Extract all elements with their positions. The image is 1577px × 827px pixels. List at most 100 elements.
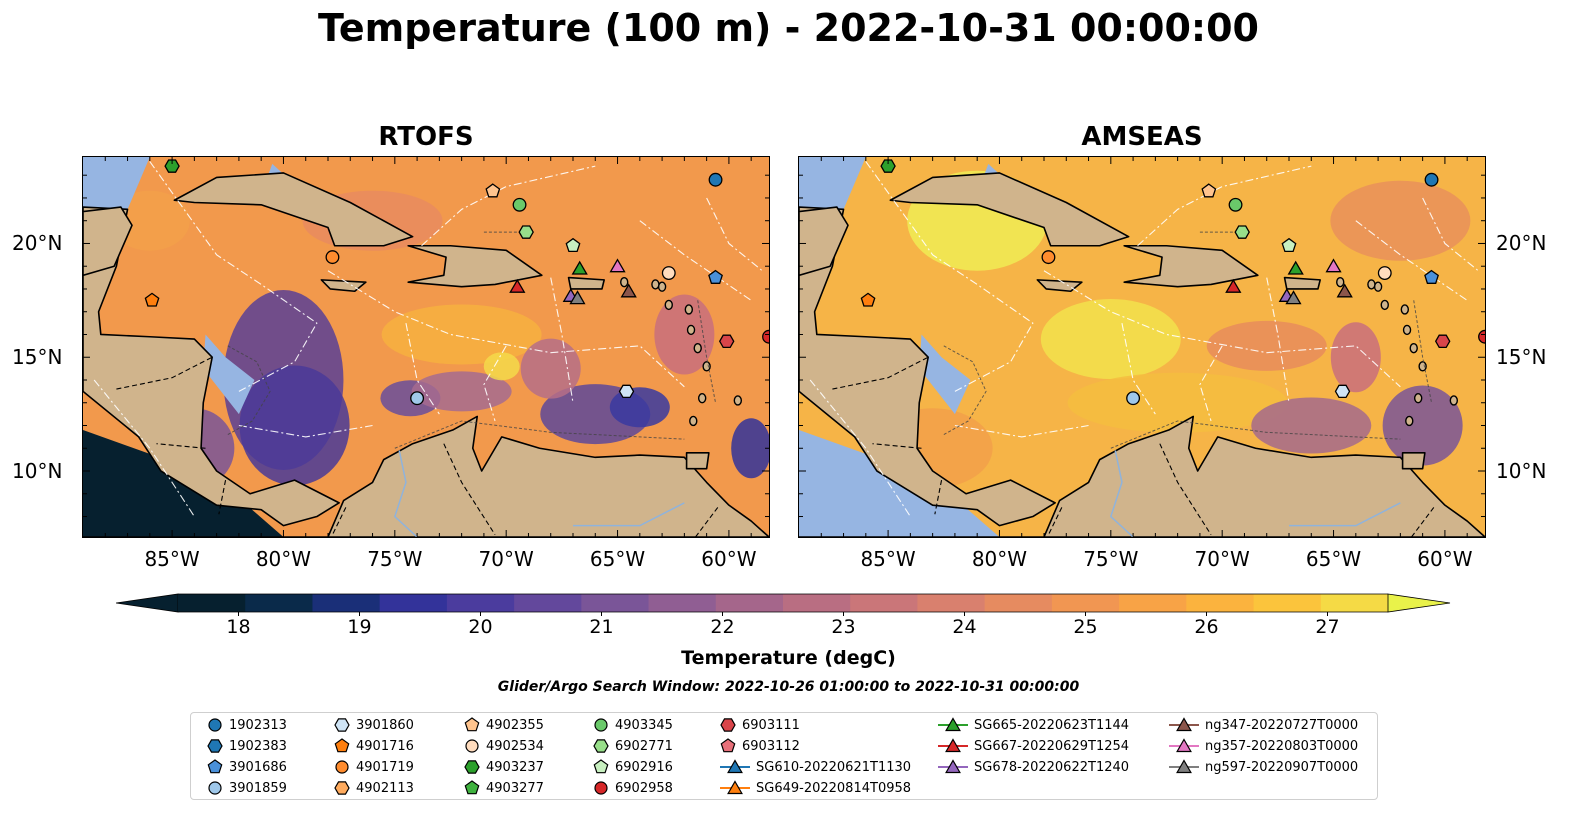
depth-contour <box>1413 300 1433 403</box>
marker-6902958[interactable] <box>1478 329 1485 344</box>
island <box>1413 392 1423 404</box>
colorbar-segment <box>178 594 246 612</box>
colorbar-tick-label: 27 <box>1315 616 1339 638</box>
colorbar-segment <box>581 594 650 612</box>
temperature-patch <box>239 365 350 486</box>
temperature-patch <box>411 371 512 412</box>
marker-4902355[interactable] <box>485 183 501 198</box>
colorbar-tick-label: 24 <box>952 616 976 638</box>
marker-6903111[interactable] <box>718 334 735 349</box>
marker-ng357-20220803T0000[interactable] <box>609 258 626 273</box>
marker-4903237[interactable] <box>164 159 180 173</box>
lon-tick-label: 60°W <box>1417 547 1473 571</box>
legend-entry: ng357-20220803T0000 <box>1169 736 1358 756</box>
legend-marker-icon <box>938 717 968 732</box>
island <box>1373 281 1383 292</box>
legend-label: 1902383 <box>229 738 287 754</box>
marker-4902534[interactable] <box>1377 266 1392 280</box>
land-mass <box>889 172 1130 247</box>
marker-4901719[interactable] <box>325 250 340 265</box>
lat-tick-label-right: 10°N <box>1496 459 1547 483</box>
colorbar-segment <box>1119 594 1187 612</box>
country-border <box>832 356 929 390</box>
marker-SG667-20220629T1254[interactable] <box>509 278 526 293</box>
legend-label: 3901859 <box>229 780 287 796</box>
island <box>1449 395 1459 406</box>
colorbar-segment <box>715 594 784 612</box>
eez-boundary <box>1266 277 1290 403</box>
lon-tick-label: 80°W <box>971 547 1028 571</box>
legend-label: 4902534 <box>486 738 544 754</box>
temperature-patch <box>1067 372 1288 433</box>
map-panel-amseas[interactable] <box>798 156 1486 538</box>
legend-marker-icon <box>464 760 480 774</box>
marker-3901859[interactable] <box>1126 391 1141 406</box>
marker-4901716[interactable] <box>144 292 160 307</box>
marker-3901860[interactable] <box>1334 384 1351 399</box>
marker-SG665-20220623T1144[interactable] <box>571 260 588 275</box>
marker-4903345[interactable] <box>1228 197 1243 212</box>
marker-4901716[interactable] <box>860 292 876 307</box>
marker-6902916[interactable] <box>1281 237 1297 253</box>
marker-6903111[interactable] <box>1434 334 1451 349</box>
lat-tick-label-left: 20°N <box>12 231 63 256</box>
colorbar-segment <box>984 594 1053 612</box>
lat-tick-label-left: 15°N <box>12 345 63 370</box>
legend-label: 4902355 <box>486 717 544 733</box>
marker-ng357-20220803T0000[interactable] <box>1325 258 1342 273</box>
marker-SG667-20220629T1254[interactable] <box>1225 278 1242 293</box>
colorbar-segment <box>783 594 851 612</box>
legend-entry: SG678-20220622T1240 <box>938 757 1129 777</box>
map-panel-rtofs[interactable] <box>82 156 770 538</box>
marker-ng347-20220727T0000[interactable] <box>620 283 637 298</box>
marker-3901686[interactable] <box>708 269 723 284</box>
marker-ng347-20220727T0000[interactable] <box>1336 283 1353 298</box>
marker-SG665-20220623T1144[interactable] <box>1287 260 1304 275</box>
legend-entry: 4903237 <box>464 757 544 777</box>
island <box>689 415 698 427</box>
lon-tick-label: 85°W <box>860 547 916 571</box>
legend-label: ng347-20220727T0000 <box>1205 717 1359 733</box>
colorbar-extend-high <box>1387 593 1451 613</box>
colorbar-tick-label: 19 <box>347 616 371 638</box>
marker-6902958[interactable] <box>762 329 769 344</box>
island <box>1402 324 1412 336</box>
colorbar-extend-low <box>116 593 179 613</box>
island <box>1400 304 1410 315</box>
marker-6902771[interactable] <box>1234 225 1250 239</box>
lat-tick-label-right: 20°N <box>1496 231 1547 256</box>
marker-ng597-20220907T0000[interactable] <box>1285 290 1302 305</box>
panel-title-rtofs: RTOFS <box>378 122 474 152</box>
eez-boundary <box>327 270 685 388</box>
marker-1902313[interactable] <box>708 172 723 187</box>
marker-4903237[interactable] <box>880 159 896 173</box>
legend-label: SG678-20220622T1240 <box>974 759 1130 775</box>
island <box>733 395 743 406</box>
temperature-patch <box>520 338 581 399</box>
marker-6902771[interactable] <box>518 225 534 239</box>
country-border <box>1159 443 1212 536</box>
legend-entry: ng597-20220907T0000 <box>1169 757 1358 777</box>
marker-3901859[interactable] <box>410 391 425 406</box>
marker-3901686[interactable] <box>1424 269 1439 284</box>
marker-6902916[interactable] <box>565 237 581 253</box>
marker-4902534[interactable] <box>661 266 676 280</box>
legend-label: 6902958 <box>615 780 673 796</box>
legend-label: 4901716 <box>356 738 414 754</box>
legend-label: ng357-20220803T0000 <box>1205 738 1359 754</box>
marker-4902355[interactable] <box>1201 183 1217 198</box>
legend-entry: 6902916 <box>593 757 673 777</box>
marker-4901719[interactable] <box>1041 250 1056 265</box>
land-mass <box>567 276 605 290</box>
eez-boundary <box>1121 323 1156 415</box>
marker-3901860[interactable] <box>618 384 635 399</box>
legend-marker-icon <box>720 718 736 732</box>
marker-1902313[interactable] <box>1424 172 1439 187</box>
legend-entry: 6903112 <box>720 736 800 756</box>
temperature-patch <box>1330 180 1471 261</box>
legend-entry: 4903277 <box>464 778 544 798</box>
colorbar-segment <box>1186 594 1255 612</box>
marker-4903345[interactable] <box>512 197 527 212</box>
colorbar-segment <box>648 594 717 612</box>
marker-ng597-20220907T0000[interactable] <box>569 290 586 305</box>
